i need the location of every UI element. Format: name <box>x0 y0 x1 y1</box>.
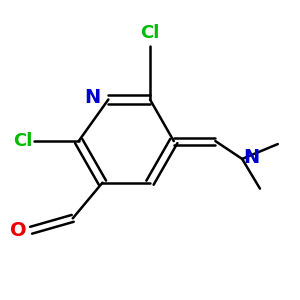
Text: N: N <box>244 148 260 167</box>
Text: Cl: Cl <box>140 23 160 41</box>
Text: O: O <box>10 221 27 240</box>
Text: N: N <box>85 88 101 107</box>
Text: Cl: Cl <box>13 132 33 150</box>
